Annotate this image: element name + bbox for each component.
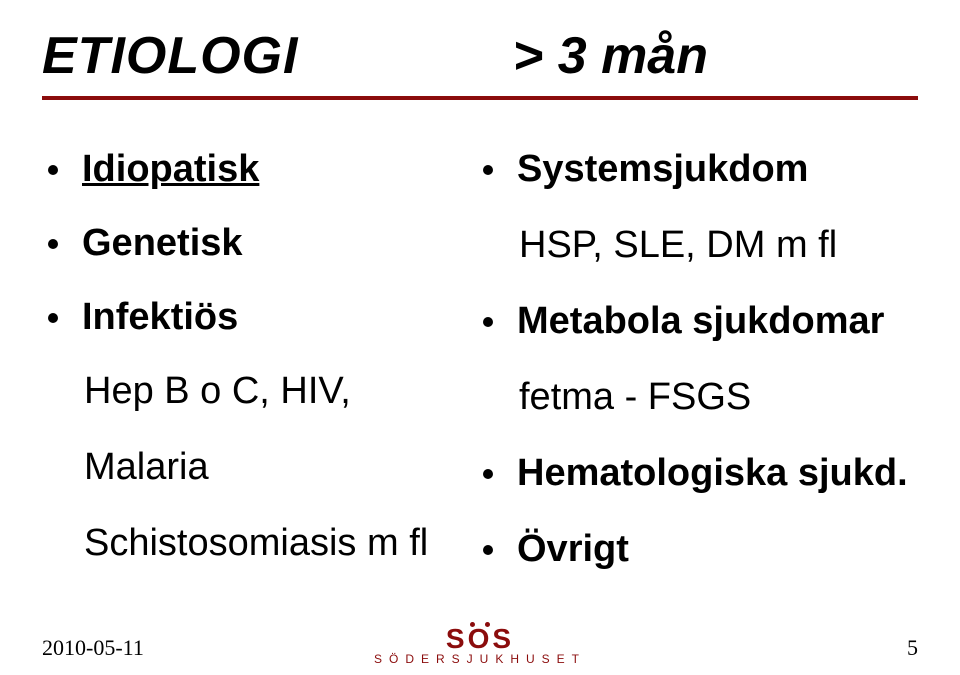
bullet-icon — [48, 239, 58, 249]
right-column: Systemsjukdom HSP, SLE, DM m fl Metabola… — [483, 150, 918, 606]
slide: ETIOLOGI > 3 mån Idiopatisk Genetisk Inf… — [0, 0, 960, 675]
list-item: Infektiös — [48, 298, 483, 336]
item-label: Hep B o C, HIV, — [84, 370, 351, 412]
item-label: Infektiös — [82, 298, 238, 336]
list-subitem: Malaria — [84, 448, 483, 486]
item-label: HSP, SLE, DM m fl — [519, 224, 837, 266]
footer-date: 2010-05-11 — [42, 635, 144, 661]
item-label: Metabola sjukdomar — [517, 302, 884, 340]
list-item: Idiopatisk — [48, 150, 483, 188]
left-column: Idiopatisk Genetisk Infektiös Hep B o C,… — [42, 150, 483, 606]
item-label: Övrigt — [517, 530, 629, 568]
logo-top-text: SOS — [446, 625, 514, 653]
item-label: Schistosomiasis m fl — [84, 522, 428, 564]
title-left: ETIOLOGI — [42, 26, 298, 86]
bullet-icon — [483, 317, 493, 327]
header: ETIOLOGI > 3 mån — [42, 26, 918, 94]
bullet-icon — [483, 545, 493, 555]
logo-letter-o-umlaut: O — [468, 625, 493, 653]
bullet-icon — [483, 469, 493, 479]
item-label: Genetisk — [82, 224, 243, 262]
logo-letter: S — [492, 625, 514, 653]
bullet-icon — [483, 165, 493, 175]
list-item: Systemsjukdom — [483, 150, 918, 188]
item-label: Hematologiska sjukd. — [517, 454, 908, 492]
bullet-icon — [48, 165, 58, 175]
list-item: Metabola sjukdomar — [483, 302, 918, 340]
title-right: > 3 mån — [513, 26, 708, 86]
item-label: Idiopatisk — [82, 150, 259, 188]
list-item: Genetisk — [48, 224, 483, 262]
list-subitem: Hep B o C, HIV, — [84, 372, 483, 410]
footer-page-number: 5 — [907, 635, 918, 661]
footer-logo: SOS SÖDERSJUKHUSET — [374, 625, 586, 665]
list-subitem: Schistosomiasis m fl — [84, 524, 483, 562]
item-label: fetma - FSGS — [519, 376, 751, 418]
list-subitem: HSP, SLE, DM m fl — [519, 226, 918, 264]
list-item: Övrigt — [483, 530, 918, 568]
list-subitem: fetma - FSGS — [519, 378, 918, 416]
item-label: Malaria — [84, 446, 209, 488]
bullet-icon — [48, 313, 58, 323]
logo-bottom-text: SÖDERSJUKHUSET — [374, 653, 586, 665]
header-rule — [42, 96, 918, 100]
logo-letter: S — [446, 625, 468, 653]
list-item: Hematologiska sjukd. — [483, 454, 918, 492]
columns: Idiopatisk Genetisk Infektiös Hep B o C,… — [42, 150, 918, 606]
item-label: Systemsjukdom — [517, 150, 808, 188]
